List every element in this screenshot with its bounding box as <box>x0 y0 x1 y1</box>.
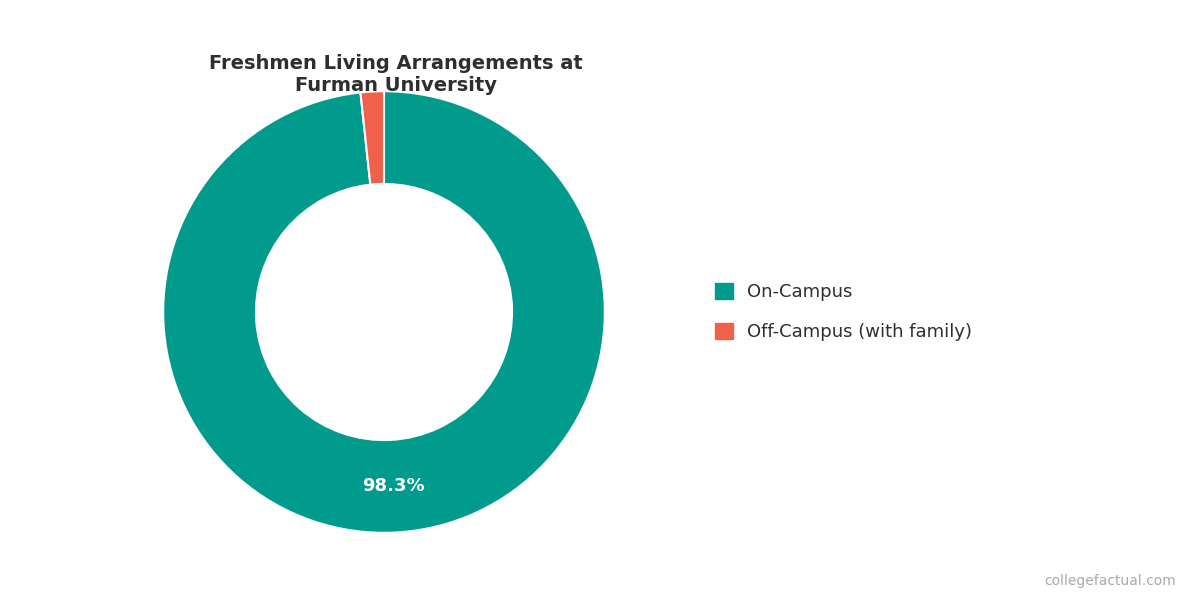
Text: Freshmen Living Arrangements at
Furman University: Freshmen Living Arrangements at Furman U… <box>209 54 583 95</box>
Wedge shape <box>163 91 605 533</box>
Wedge shape <box>360 91 384 185</box>
Legend: On-Campus, Off-Campus (with family): On-Campus, Off-Campus (with family) <box>697 265 990 359</box>
Text: collegefactual.com: collegefactual.com <box>1044 574 1176 588</box>
Text: 98.3%: 98.3% <box>362 477 425 495</box>
